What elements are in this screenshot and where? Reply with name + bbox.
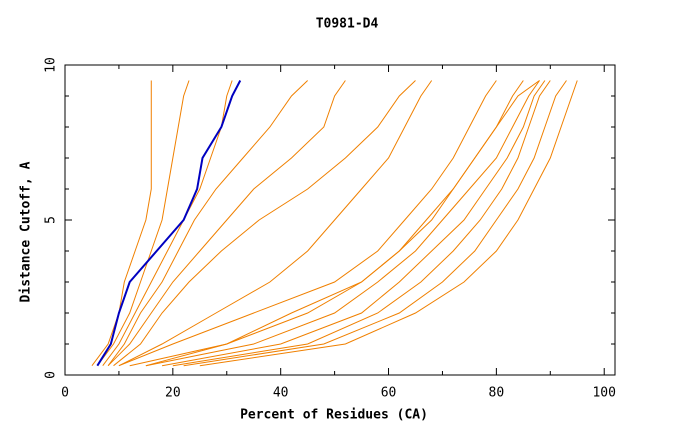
x-tick-label: 0 — [61, 386, 69, 401]
series-line — [183, 80, 567, 367]
x-axis-label: Percent of Residues (CA) — [240, 408, 428, 423]
series-line — [145, 80, 540, 367]
y-tick-label: 0 — [44, 371, 59, 379]
series-line — [91, 80, 152, 366]
series-line — [118, 80, 497, 367]
y-tick-label: 10 — [44, 57, 59, 73]
x-tick-label: 100 — [592, 386, 615, 401]
x-tick-label: 40 — [273, 386, 289, 401]
series-line — [161, 80, 546, 367]
series-line — [145, 80, 540, 367]
series-line — [199, 80, 578, 367]
y-tick-label: 5 — [44, 216, 59, 224]
chart-title: T0981-D4 — [316, 17, 379, 32]
series-line — [96, 80, 242, 367]
series-line — [172, 80, 551, 367]
series-line — [102, 80, 233, 366]
x-tick-label: 60 — [381, 386, 397, 401]
x-tick-label: 80 — [489, 386, 505, 401]
series-line — [107, 80, 308, 366]
y-axis-label: Distance Cutoff, A — [19, 161, 34, 302]
series-line — [107, 80, 346, 367]
series-line — [96, 80, 190, 366]
plot-frame — [64, 64, 616, 376]
series-line — [113, 80, 416, 367]
x-tick-label: 20 — [165, 386, 181, 401]
series-line — [118, 80, 433, 367]
series-line — [129, 80, 524, 367]
